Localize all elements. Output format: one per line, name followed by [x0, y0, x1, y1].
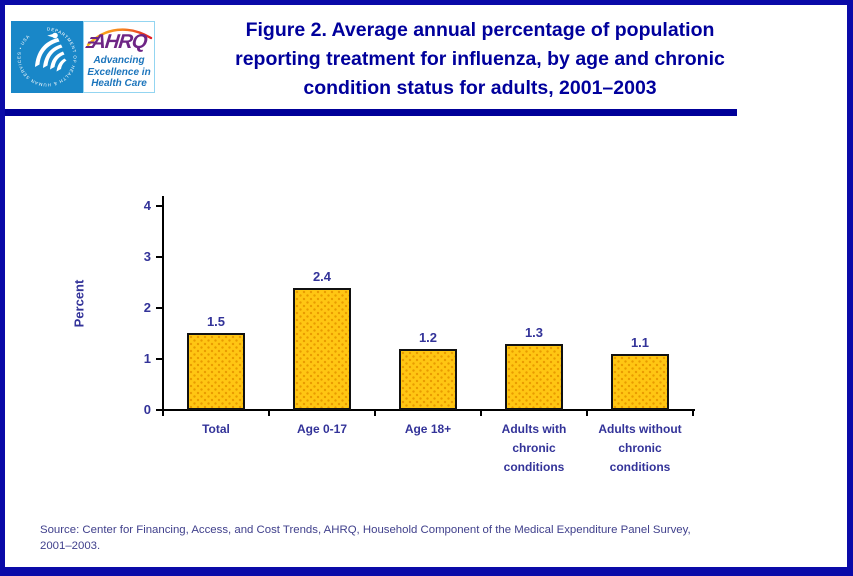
x-axis-category-label: Adults without chronic conditions [598, 422, 682, 474]
y-axis-tick [156, 256, 163, 258]
ahrq-tagline-line: Health Care [91, 78, 147, 89]
x-axis-category-label: Age 0-17 [296, 422, 348, 436]
y-axis-tick-label: 1 [143, 351, 151, 366]
y-axis-tick-label: 4 [143, 198, 151, 213]
y-axis-tick-label: 3 [143, 249, 151, 264]
bar [505, 344, 563, 410]
hhs-ahrq-logo: DEPARTMENT OF HEALTH & HUMAN SERVICES • … [11, 21, 155, 93]
bar [399, 349, 457, 410]
ahrq-tagline-line: Excellence in [87, 66, 151, 78]
x-axis-line [162, 409, 695, 411]
header-divider-bar [5, 109, 737, 116]
page-title-line: reporting treatment for influenza, by ag… [235, 48, 725, 70]
x-axis-tick [268, 410, 270, 416]
bar [611, 354, 669, 410]
x-axis-tick [692, 410, 694, 416]
bar-value-label: 1.2 [418, 330, 438, 345]
y-axis-tick [156, 358, 163, 360]
bar-value-label: 2.4 [312, 269, 332, 284]
bar-chart: Percent 1.5 Total 2.4 Age 0-17 1.2 Age 18+ 1.3… [5, 5, 847, 567]
y-axis-tick [156, 409, 163, 411]
x-axis-category-label: Age 18+ [404, 422, 452, 436]
y-axis-line [162, 196, 164, 411]
page-title-line: condition status for adults, 2001–2003 [303, 77, 657, 99]
source-note: Source: Center for Financing, Access, an… [40, 522, 830, 554]
x-axis-tick [586, 410, 588, 416]
x-axis-tick [162, 410, 164, 416]
bar-value-label: 1.5 [206, 314, 226, 329]
hhs-eagle-icon [35, 32, 67, 72]
ahrq-tagline: Advancing Excellence in Health Care [84, 55, 154, 90]
bar-value-label: 1.1 [630, 335, 650, 350]
source-note-line: Source: Center for Financing, Access, an… [40, 524, 691, 536]
x-axis-tick [480, 410, 482, 416]
bar-value-label: 1.3 [524, 325, 544, 340]
y-axis-tick [156, 307, 163, 309]
page-title-line: Figure 2. Average annual percentage of p… [245, 19, 715, 41]
ahrq-tagline-line: Advancing [93, 55, 145, 66]
bar [187, 333, 245, 410]
x-axis-tick [374, 410, 376, 416]
page-title: Figure 2. Average annual percentage of p… [155, 16, 805, 103]
y-axis-tick-label: 2 [143, 300, 151, 315]
source-note-line: 2001–2003. [40, 540, 101, 552]
x-axis-category-label: Adults with chronic conditions [501, 422, 567, 474]
hhs-seal-icon: DEPARTMENT OF HEALTH & HUMAN SERVICES • … [11, 21, 83, 93]
y-axis-tick [156, 205, 163, 207]
ahrq-logo: AHRQ Advancing Excellence in Health Care [83, 21, 155, 93]
bar [293, 288, 351, 410]
y-axis-tick-label: 0 [143, 402, 151, 417]
y-axis-title: Percent [71, 279, 87, 328]
x-axis-category-label: Total [202, 422, 230, 436]
